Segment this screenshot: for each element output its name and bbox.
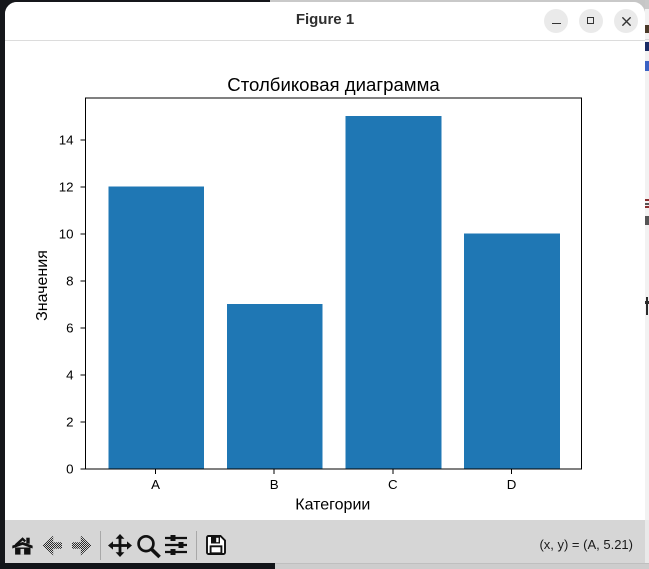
svg-text:Категории: Категории xyxy=(295,497,370,514)
svg-text:8: 8 xyxy=(66,274,73,289)
svg-text:D: D xyxy=(507,477,517,492)
svg-text:14: 14 xyxy=(59,133,74,148)
svg-text:C: C xyxy=(388,477,398,492)
svg-text:10: 10 xyxy=(59,227,74,242)
svg-text:6: 6 xyxy=(66,321,73,336)
svg-text:0: 0 xyxy=(66,462,73,477)
svg-text:Значения: Значения xyxy=(34,250,51,321)
svg-text:12: 12 xyxy=(59,180,74,195)
svg-text:4: 4 xyxy=(66,368,73,383)
svg-text:Столбиковая диаграмма: Столбиковая диаграмма xyxy=(227,74,440,95)
svg-text:2: 2 xyxy=(66,415,73,430)
svg-text:A: A xyxy=(151,477,160,492)
svg-text:B: B xyxy=(270,477,279,492)
